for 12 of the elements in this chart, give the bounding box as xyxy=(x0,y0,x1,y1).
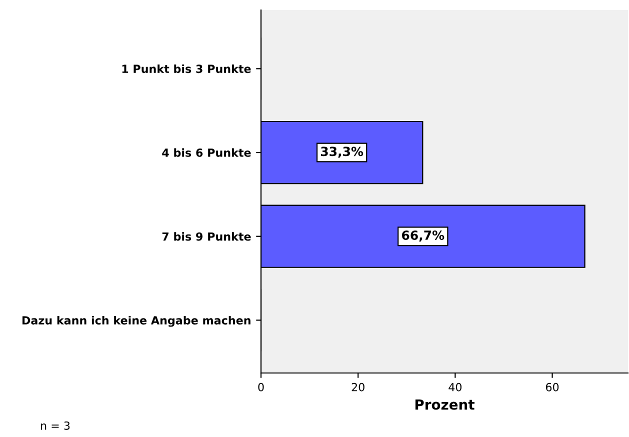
y-tick-label: 7 bis 9 Punkte xyxy=(162,232,251,241)
x-tick-label: 20 xyxy=(352,382,364,392)
x-tick-label: 40 xyxy=(448,382,462,392)
y-tick-label: 4 bis 6 Punkte xyxy=(162,148,251,157)
y-tick-label: 1 Punkt bis 3 Punkte xyxy=(122,64,251,74)
data-label: 66,7% xyxy=(402,230,444,242)
text: n = 3 xyxy=(41,421,70,430)
x-tick-label: 60 xyxy=(546,382,559,392)
x-tick-label: 0 xyxy=(258,382,264,392)
data-label: 33,3% xyxy=(320,146,364,158)
x-axis-title: Prozent xyxy=(415,399,474,410)
y-tick-label: Dazu kann ich keine Angabe machen xyxy=(22,316,250,327)
